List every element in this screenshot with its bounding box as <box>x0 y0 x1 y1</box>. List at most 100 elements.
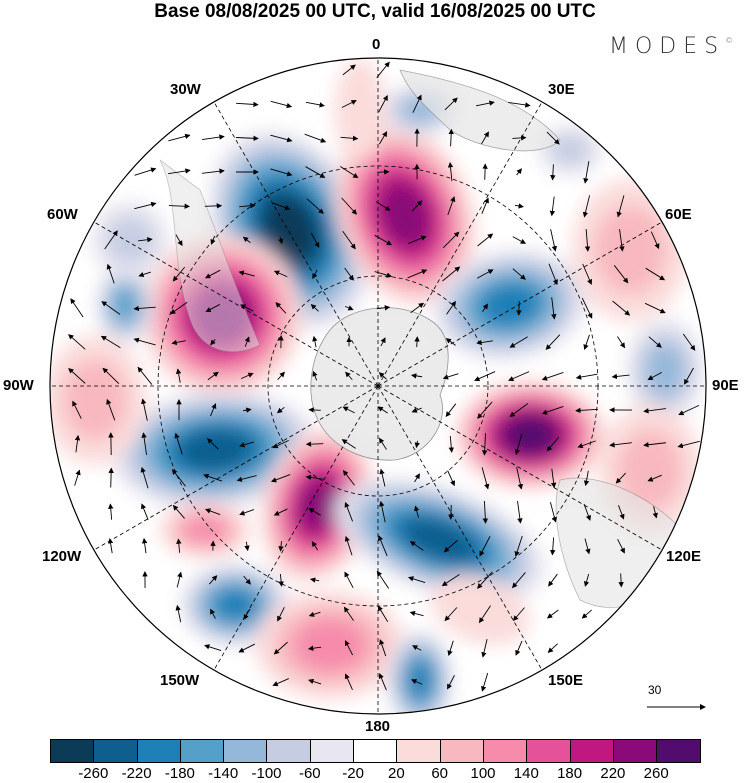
anomaly-contour <box>594 206 666 294</box>
wind-arrow <box>652 506 658 519</box>
wind-arrow <box>445 338 456 346</box>
wind-arrow <box>312 269 318 279</box>
wind-arrow <box>310 232 320 248</box>
wind-arrow <box>70 298 84 318</box>
wind-arrow <box>275 302 287 314</box>
label-lon-90e: 90E <box>712 377 739 394</box>
wind-arrow <box>647 474 662 482</box>
wind-arrow <box>512 135 527 141</box>
wind-arrow <box>481 131 489 145</box>
wind-arrow <box>411 407 422 413</box>
wind-arrow <box>409 541 424 551</box>
wind-arrow <box>133 305 156 312</box>
wind-arrow <box>648 336 662 348</box>
wind-arrow <box>244 541 250 552</box>
wind-arrow <box>482 500 489 524</box>
wind-arrow <box>137 366 153 385</box>
wind-arrow <box>270 134 293 143</box>
colorbar-bin <box>483 740 528 762</box>
wind-arrow <box>682 333 696 351</box>
wind-arrow <box>548 573 558 587</box>
wind-arrow <box>444 97 458 111</box>
reference-vector-label: 30 <box>648 683 662 697</box>
wind-arrow <box>618 573 624 588</box>
wind-arrow <box>550 229 558 252</box>
wind-arrow <box>238 270 255 277</box>
wind-arrow <box>210 339 216 346</box>
wind-arrow <box>414 440 420 449</box>
wind-arrow <box>310 304 319 312</box>
wind-arrow <box>512 572 526 589</box>
wind-arrow <box>273 508 288 516</box>
label-lon-120w: 120W <box>42 548 82 565</box>
wind-arrow <box>345 371 353 381</box>
wind-arrow <box>609 442 632 448</box>
wind-arrow <box>305 441 324 447</box>
wind-arrow <box>205 304 220 312</box>
wind-arrow <box>619 229 625 252</box>
wind-arrow <box>340 165 359 179</box>
wind-arrow <box>239 441 255 448</box>
wind-arrow <box>514 433 523 455</box>
colorbar-bin <box>137 740 181 762</box>
wind-arrow <box>304 133 327 143</box>
wind-arrow <box>174 432 183 455</box>
wind-arrow <box>481 639 488 658</box>
colorbar-bin <box>440 740 484 762</box>
wind-arrow <box>584 538 591 555</box>
wind-arrow <box>514 203 524 209</box>
wind-arrow <box>308 611 321 617</box>
wind-arrow <box>550 537 556 556</box>
wind-arrow <box>407 269 428 279</box>
logo-copyright: © <box>725 36 734 45</box>
colorbar-tick-label: -100 <box>251 765 282 782</box>
wind-arrow <box>378 437 387 450</box>
latitude-circle <box>267 275 489 497</box>
wind-arrow <box>474 371 496 382</box>
wind-arrow <box>168 203 191 209</box>
wind-arrow <box>72 400 82 419</box>
wind-arrow <box>481 672 489 692</box>
wind-arrow <box>138 271 151 278</box>
wind-arrow <box>341 439 356 449</box>
label-lon-60w: 60W <box>47 206 78 223</box>
wind-arrow <box>546 436 560 452</box>
wind-arrow <box>344 571 354 588</box>
wind-arrow <box>512 236 527 244</box>
wind-arrow <box>204 644 222 652</box>
meridian-line <box>212 385 379 672</box>
wind-arrow <box>202 168 225 174</box>
wind-arrow <box>342 64 356 76</box>
wind-arrow <box>175 368 182 383</box>
meridian-line <box>92 220 379 387</box>
anomaly-contour <box>618 430 682 510</box>
wind-arrow <box>447 640 454 657</box>
wind-arrow <box>277 607 285 622</box>
colorbar-tick-label: 60 <box>431 765 449 782</box>
anomaly-contour <box>504 416 556 454</box>
wind-arrow <box>508 101 531 108</box>
anomaly-field <box>50 58 704 714</box>
label-lon-180: 180 <box>365 718 391 735</box>
wind-arrow <box>102 367 120 385</box>
wind-arrow <box>583 334 590 351</box>
wind-arrow <box>582 263 593 285</box>
wind-arrow <box>134 201 157 210</box>
wind-arrow <box>106 263 115 284</box>
wind-arrow <box>312 335 318 348</box>
wind-arrow <box>512 607 525 622</box>
wind-arrow <box>140 398 148 421</box>
wind-arrow <box>170 301 188 315</box>
modes-logo: MODES© <box>609 34 733 59</box>
wind-arrow <box>133 337 156 346</box>
wind-arrow <box>378 372 387 380</box>
wind-arrow <box>476 269 494 279</box>
wind-arrow <box>481 197 489 214</box>
wind-arrow <box>134 167 157 176</box>
wind-arrow <box>374 234 393 246</box>
wind-arrow <box>203 473 223 482</box>
wind-arrow <box>312 370 318 381</box>
wind-arrow <box>447 470 455 487</box>
wind-arrow <box>278 541 284 552</box>
wind-arrow <box>141 503 149 521</box>
